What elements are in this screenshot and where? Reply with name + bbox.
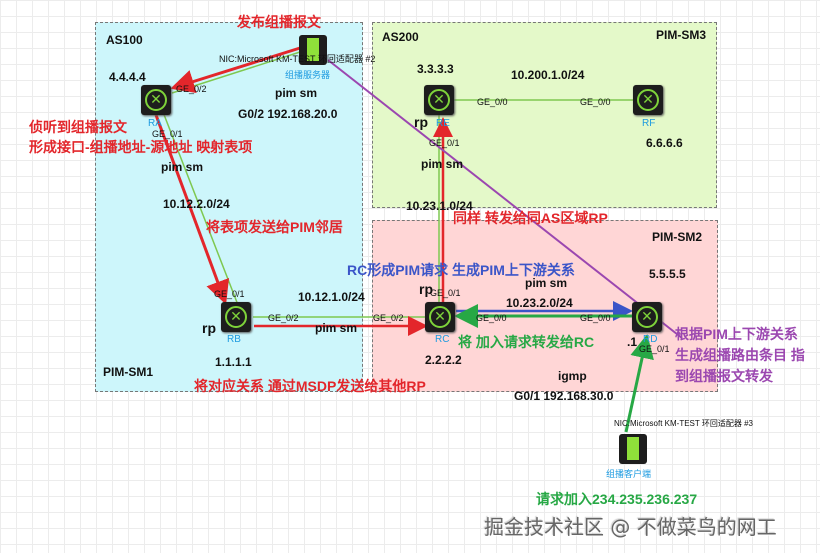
client-icon[interactable] (619, 434, 647, 464)
port-label: GE_0/1 (429, 138, 460, 148)
protocol-label: pim sm (525, 276, 568, 290)
device-label: RF (642, 118, 656, 129)
region-label: AS100 (106, 33, 143, 47)
router-id: 4.4.4.4 (109, 70, 146, 84)
network-label: G0/1 192.168.30.0 (514, 389, 614, 403)
device-label: RD (643, 334, 658, 345)
protocol-label: pim sm (315, 321, 358, 335)
port-label: GE_0/1 (430, 288, 461, 298)
annotation: 将表项发送给PIM邻居 (206, 219, 343, 235)
arrow-purple-path (327, 59, 683, 339)
annotation: 将对应关系 通过MSDP发送给其他RP (194, 378, 426, 394)
protocol-label: igmp (558, 369, 587, 383)
arrow-server-ra (170, 46, 301, 94)
annotation: 请求加入234.235.236.237 (536, 491, 698, 507)
device-label: 组播服务器 (285, 70, 331, 80)
port-label: GE_0/0 (580, 97, 611, 107)
device-label: RE (436, 118, 450, 129)
annotation: 发布组播报文 (237, 14, 321, 30)
region-as200 (372, 22, 717, 208)
watermark: 掘金技术社区 @ 不做菜鸟的网工 (484, 515, 777, 539)
router-id: 2.2.2.2 (425, 353, 462, 367)
port-label: GE_0/0 (476, 313, 507, 323)
annotation: RC形成PIM请求 生成PIM上下游关系 (347, 262, 575, 278)
network-label: 10.200.1.0/24 (511, 68, 585, 82)
rp-label: rp (414, 114, 428, 130)
network-label: 10.12.1.0/24 (298, 290, 365, 304)
network-label: 10.12.2.0/24 (163, 197, 230, 211)
annotation: 到组播报文转发 (675, 368, 773, 384)
network-label: G0/2 192.168.20.0 (238, 107, 338, 121)
region-label: PIM-SM1 (103, 365, 154, 379)
nic-label: NIC:Microsoft KM-TEST 环回适配器 #2 (219, 54, 376, 64)
protocol-label: pim sm (421, 157, 464, 171)
annotation: 将 加入请求转发给RC (458, 334, 595, 350)
port-label: GE_0/2 (373, 313, 404, 323)
port-label: GE_0/0 (477, 97, 508, 107)
device-label: RC (435, 334, 450, 345)
router-id: 1.1.1.1 (215, 355, 252, 369)
nic-label: NIC:Microsoft KM-TEST 环回适配器 #3 (614, 419, 753, 428)
router-rb-icon[interactable]: ✕ (221, 302, 251, 332)
device-label: RA (148, 118, 162, 129)
rd-interface-address: .1 (627, 335, 638, 349)
network-label: 10.23.1.0/24 (406, 199, 473, 213)
port-label: GE_0/1 (214, 289, 245, 299)
region-label: PIM-SM2 (652, 230, 703, 244)
router-rd-icon[interactable]: ✕ (632, 302, 662, 332)
region-label: AS200 (382, 30, 419, 44)
link-ra-rb (162, 111, 239, 306)
port-label: GE_0/2 (268, 313, 299, 323)
annotation: 根据PIM上下游关系 (675, 326, 798, 342)
protocol-label: pim sm (161, 160, 204, 174)
annotation: 侦听到组播报文 (29, 119, 127, 135)
protocol-label: pim sm (275, 86, 318, 100)
network-label: 10.23.2.0/24 (506, 296, 573, 310)
region-label: PIM-SM3 (656, 28, 707, 42)
arrow-ra-rb (154, 114, 230, 305)
device-label: RB (227, 334, 241, 345)
router-re-icon[interactable]: ✕ (424, 85, 454, 115)
router-id: 5.5.5.5 (649, 267, 686, 281)
router-rc-icon[interactable]: ✕ (425, 302, 455, 332)
router-id: 6.6.6.6 (646, 136, 683, 150)
annotation: 同样 转发给同AS区域RP (453, 210, 608, 226)
router-rf-icon[interactable]: ✕ (633, 85, 663, 115)
rp-label: rp (419, 281, 433, 297)
device-label: 组播客户端 (606, 469, 652, 479)
server-icon[interactable] (299, 35, 327, 65)
port-label: GE_0/1 (639, 344, 670, 354)
annotation: 形成接口-组播地址-源地址 映射表项 (29, 139, 253, 155)
port-label: GE_0/2 (176, 84, 207, 94)
arrow-client-rd (624, 334, 654, 433)
rp-label: rp (202, 320, 216, 336)
port-label: GE_0/0 (580, 313, 611, 323)
router-id: 3.3.3.3 (417, 62, 454, 76)
annotation: 生成组播路由条目 指 (675, 347, 805, 363)
router-ra-icon[interactable]: ✕ (141, 85, 171, 115)
port-label: GE_0/1 (152, 129, 183, 139)
